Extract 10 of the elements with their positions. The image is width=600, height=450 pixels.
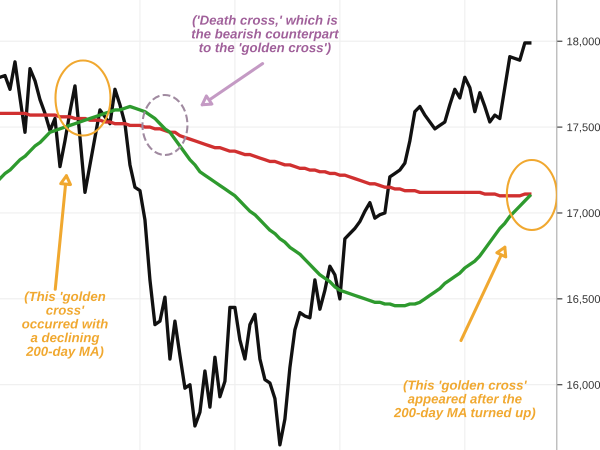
- y-tick-label: 18,000: [567, 37, 600, 47]
- annotation: (This 'golden cross' appeared after the 200-day MA turned up): [394, 380, 536, 420]
- y-tick-label: 17,000: [567, 209, 600, 218]
- y-tick-label: 16,500: [567, 295, 600, 304]
- y-tick-label: 17,500: [567, 123, 600, 133]
- annotation: (This 'golden cross' occurred with a declining 200-day MA): [22, 291, 108, 359]
- line-series: [0, 112, 532, 198]
- line-series: [0, 104, 532, 308]
- y-tick-label: 16,000: [567, 381, 600, 390]
- annotation: ('Death cross,' which is the bearish counterpart to the 'golden cross'): [192, 15, 340, 55]
